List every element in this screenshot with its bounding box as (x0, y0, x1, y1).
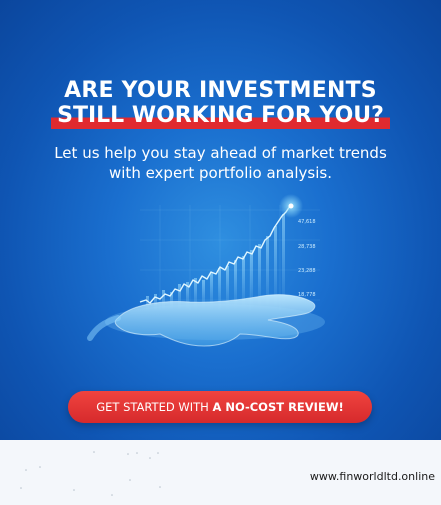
chart-tick-label: 28,738 (298, 244, 316, 250)
chart-peak-dot (288, 203, 294, 209)
hero-banner: 47,618 28,738 23,288 18,778 (0, 0, 441, 440)
get-started-button[interactable]: GET STARTED WITH A NO-COST REVIEW! (68, 391, 372, 423)
headline-line-1: ARE YOUR INVESTMENTS (64, 78, 377, 103)
subheadline: Let us help you stay ahead of market tre… (0, 143, 441, 183)
chart-trend-line (139, 205, 291, 304)
subheadline-line-2: with expert portfolio analysis. (109, 164, 332, 182)
footer-bar (0, 440, 441, 505)
headline-line-2: STILL WORKING FOR YOU? (51, 103, 390, 129)
website-url[interactable]: www.finworldltd.online (309, 470, 435, 483)
chart-tick-label: 47,618 (298, 219, 316, 225)
chart-bars (146, 214, 285, 310)
footer-speckles (20, 451, 161, 496)
chart-tick-label: 23,288 (298, 268, 316, 274)
subheadline-line-1: Let us help you stay ahead of market tre… (54, 144, 387, 162)
cta-prefix: GET STARTED WITH (96, 400, 213, 414)
chart-tick-label: 18,778 (298, 292, 316, 298)
hand-illustration (87, 294, 325, 347)
cta-emphasis: A NO-COST REVIEW! (212, 400, 344, 414)
hand-chart-illustration: 47,618 28,738 23,288 18,778 (87, 194, 325, 347)
